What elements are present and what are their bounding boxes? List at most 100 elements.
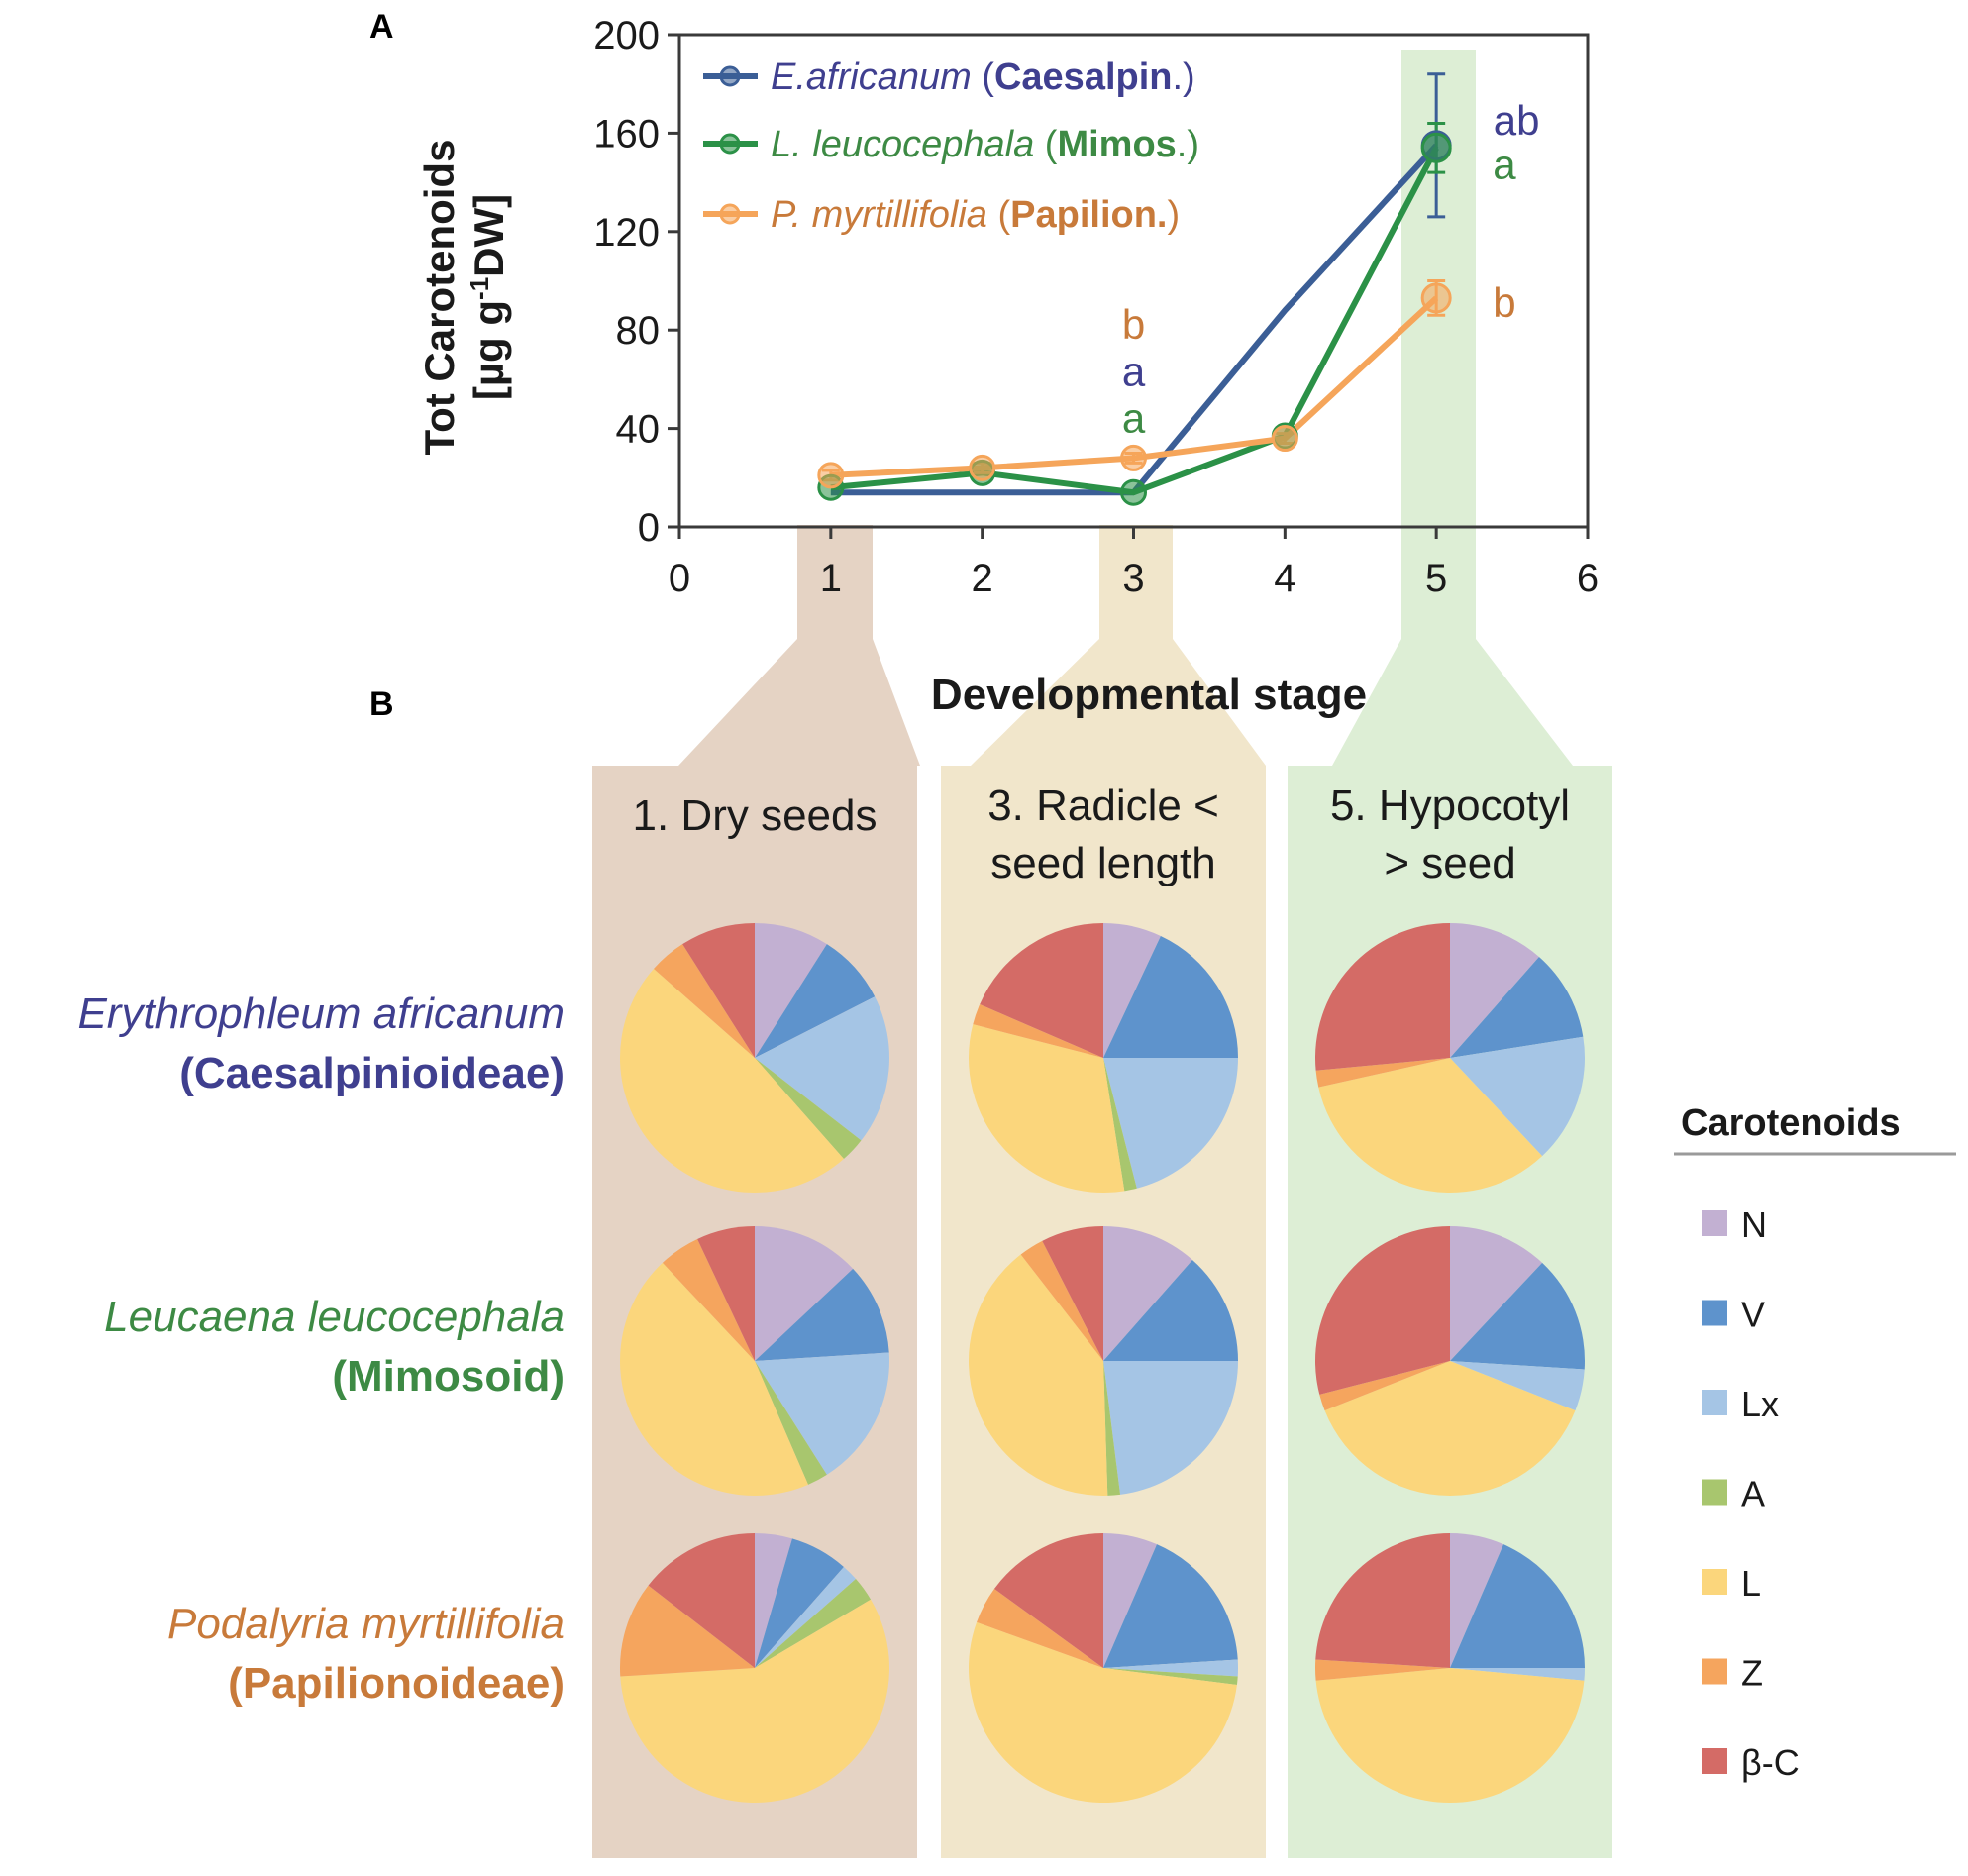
pie-chart [620,1533,889,1804]
pie-slice-N [755,923,827,1058]
significance-letter: a [1493,142,1516,188]
row-subfamily: (Caesalpinioideae) [179,1049,565,1097]
pie-slice-A [755,1579,872,1668]
pie-slice-L [620,969,844,1193]
pie-slice-Z [1314,1659,1450,1681]
axes: 0 40 80 120 160 200 0 1 2 3 4 5 6 [593,14,1599,600]
data-point-green [1120,478,1147,506]
y-tick-label: 40 [616,408,661,452]
pie-slice-L [969,1621,1237,1803]
row-species: Podalyria myrtillifolia [167,1600,565,1648]
significance-letter: ab [1494,97,1540,144]
legend-paren: .) [1177,124,1199,165]
legend-swatch-Lx [1702,1390,1727,1415]
x-tick-label: 3 [1122,557,1144,600]
legend-entry-blue: E.africanum (Caesalpin.) [771,56,1195,98]
pie-slice-N [1450,923,1539,1058]
legend-group: Caesalpin [994,56,1173,98]
pie-slice-Z [1020,1240,1103,1361]
column-header-line2: seed length [990,839,1216,887]
pie-slice-Lx [755,996,889,1141]
legend-label: β-C [1741,1742,1800,1783]
panel-b-label: B [369,685,394,723]
pie-slice-V [1103,935,1238,1058]
y-axis-title-line1: Tot Carotenoids [416,140,463,456]
legend-group: Mimos [1057,124,1176,165]
row-species: Leucaena leucocephala [104,1293,565,1341]
column-header-line2: > seed [1384,839,1515,887]
pie-chart [619,1226,889,1496]
data-point-green [1420,132,1452,163]
pie-slice-V [755,944,876,1058]
legend-label: Lx [1741,1384,1779,1424]
legend-paren: ( [1034,124,1058,165]
x-tick-label: 1 [820,557,842,600]
x-tick-label: 4 [1274,557,1295,600]
stage3-funnel [971,525,1266,766]
y-tick-label: 200 [593,14,660,57]
pie-slice-N [755,1226,854,1361]
pie-slice-A [1103,1058,1137,1192]
pie-slice-L [619,1262,809,1496]
pie-slice-Lx [1103,1659,1238,1677]
pie-slice-V [755,1268,889,1361]
pie-slice-V [1450,1544,1585,1668]
pie-chart [969,1532,1238,1803]
column-header-line1: 1. Dry seeds [633,791,878,840]
pie-slice-V [1103,1544,1238,1668]
pie-chart [1314,923,1585,1194]
pie-slice-N [1450,1226,1543,1361]
legend-paren: ) [1168,194,1181,236]
significance-letter: b [1493,279,1515,326]
legend-label: N [1741,1204,1767,1245]
y-tick-label: 0 [638,506,660,550]
pie-slice-Lx [1103,1058,1238,1189]
x-axis-title: Developmental stage [931,671,1367,719]
pie-slice-Lx [1450,1036,1585,1157]
data-point-orange [1120,444,1147,471]
pie-slice-L [1318,1058,1543,1194]
pie-chart [968,923,1238,1193]
legend-species: E.africanum [771,56,972,98]
pie-slice-N [1450,1532,1504,1668]
x-tick-label: 0 [669,557,690,600]
pie-chart [1315,1226,1585,1496]
y-axis-title: Tot Carotenoids [µg g-1DW] [416,140,512,456]
y-tick-label: 120 [593,211,660,255]
pie-slice-Z [620,1585,755,1677]
legend: E.africanum (Caesalpin.)L. leucocephala … [703,56,1199,236]
pie-slice-Lx [1103,1361,1238,1495]
legend-group: Papilion. [1010,194,1167,236]
pie-slice-V [1450,956,1584,1058]
pie-slice-BC [1314,923,1450,1071]
legend-label: L [1741,1563,1761,1604]
legend-title: Carotenoids [1681,1102,1901,1144]
pie-slice-Z [1319,1361,1450,1411]
pie-slice-L [1315,1668,1585,1804]
x-tick-label: 6 [1577,557,1599,600]
pie-slice-BC [648,1533,755,1668]
legend-swatch-Z [1702,1658,1727,1685]
pie-slice-N [1103,1226,1192,1361]
pie-slice-Z [1315,1058,1450,1088]
data-point-orange [969,454,996,481]
pie-slice-Z [662,1238,755,1361]
pie-slice-A [755,1361,827,1485]
pie-slice-BC [697,1226,755,1361]
legend-paren: ( [972,56,995,98]
legend-paren: ( [987,194,1011,236]
y-tick-label: 160 [593,112,660,156]
pie-chart [1314,1532,1585,1804]
legend-swatch-marker [719,65,741,87]
y-tick-label: 80 [616,309,661,353]
legend-paren: .) [1173,56,1195,98]
pie-slice-BC [1315,1533,1450,1668]
pie-slice-N [1103,1532,1158,1668]
legend-swatch-marker [719,203,741,225]
column-header-line1: 3. Radicle < [987,782,1219,830]
pie-slice-V [1450,1262,1585,1370]
data-point-orange [817,462,845,489]
pie-slice-A [1103,1361,1121,1496]
pie-slice-BC [993,1533,1103,1668]
